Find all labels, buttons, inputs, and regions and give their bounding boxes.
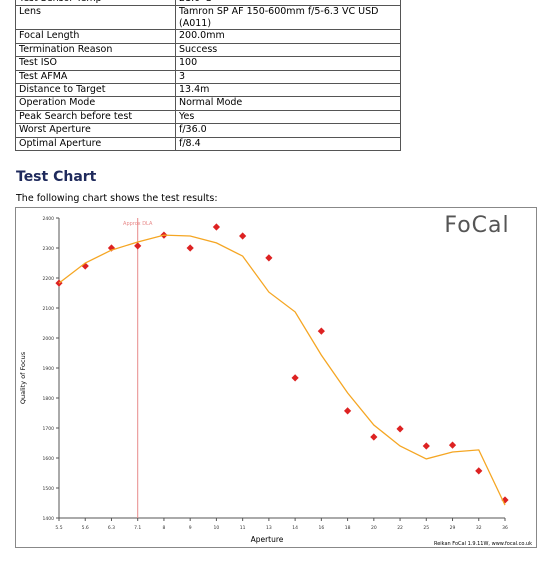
x-tick-label: 5.6: [82, 525, 89, 531]
table-row: Lens Tamron SP AF 150-600mm f/5-6.3 VC US…: [15, 5, 401, 31]
x-tick-label: 8: [163, 525, 166, 531]
data-point: [422, 442, 430, 450]
row-label: Lens: [15, 5, 176, 31]
x-tick-label: 11: [240, 525, 246, 531]
x-tick-label: 10: [214, 525, 220, 531]
table-row: Test Sensor Temp21.0°C: [15, 0, 401, 7]
x-tick-label: 25: [423, 525, 429, 531]
x-tick-label: 9: [189, 525, 192, 531]
table-row: Termination Reason Success: [15, 42, 401, 58]
x-tick-label: 20: [371, 525, 377, 531]
table-row: Test AFMA 3: [15, 69, 401, 84]
row-value: Normal Mode: [175, 96, 401, 111]
y-tick-label: 2100: [43, 306, 55, 312]
table-row: Operation Mode Normal Mode: [15, 96, 401, 111]
row-value: 100: [175, 56, 401, 71]
data-point: [186, 244, 194, 252]
y-axis-label: Quality of Focus: [19, 351, 27, 404]
table-row: Peak Search before test Yes: [15, 109, 401, 125]
x-tick-label: 36: [502, 525, 508, 531]
x-tick-label: 5.5: [55, 525, 62, 531]
x-tick-label: 29: [450, 525, 456, 531]
x-tick-label: 7.1: [134, 525, 141, 531]
table-row: Optimal Aperture f/8.4: [15, 136, 401, 151]
data-point: [343, 407, 352, 415]
row-value: 3: [175, 69, 401, 84]
chart: 1400 1500 1600 1700 1800 1900 2000 2100 2200 2300…: [15, 207, 537, 548]
y-tick-label: 1500: [43, 486, 55, 492]
row-label: Peak Search before test: [15, 109, 176, 125]
x-tick-label: 18: [345, 525, 351, 531]
row-label: Test ISO: [15, 56, 176, 71]
x-tick-label: 16: [318, 525, 324, 531]
x-tick-label: 13: [266, 525, 272, 531]
y-tick-label: 2400: [43, 216, 55, 222]
data-point: [239, 232, 247, 240]
section-title: Test Chart: [16, 169, 97, 185]
footer: Reikan FoCal 1.9.11W, www.focal.co.uk: [434, 541, 532, 547]
data-point: [370, 433, 378, 441]
y-tick-label: 2300: [43, 246, 55, 252]
row-label: Distance to Target: [15, 82, 176, 98]
y-tick-label: 1700: [43, 426, 55, 432]
row-value: 21.0°C: [175, 0, 401, 7]
x-tick-label: 14: [292, 525, 298, 531]
row-value: 200.0mm: [175, 29, 401, 44]
row-label: Worst Aperture: [15, 123, 176, 138]
row-label: Termination Reason: [15, 42, 176, 58]
row-label: Optimal Aperture: [15, 136, 176, 151]
data-point: [212, 223, 221, 231]
row-value: 13.4m: [175, 82, 401, 98]
row-label: Focal Length: [15, 29, 176, 44]
table-row: Distance to Target 13.4m: [15, 82, 401, 98]
chart-frame: [15, 207, 537, 548]
data-point: [317, 327, 325, 335]
row-value: Yes: [175, 109, 401, 125]
row-label: Operation Mode: [15, 96, 176, 111]
dla-label: Approx DLA: [123, 221, 153, 227]
data-point: [134, 242, 142, 250]
x-tick-label: 6.3: [108, 525, 115, 531]
section-intro: The following chart shows the test resul…: [16, 193, 218, 204]
row-label: Test AFMA: [15, 69, 176, 84]
x-axis-label: Aperture: [251, 535, 284, 544]
y-tick-label: 2200: [43, 276, 55, 282]
table-row: Worst Aperture f/36.0: [15, 123, 401, 138]
data-point: [475, 467, 483, 475]
y-tick-label: 1800: [43, 396, 55, 402]
row-value: f/8.4: [175, 136, 401, 151]
logo: FoCal: [444, 213, 509, 238]
fit-line: [58, 234, 506, 506]
table-row: Focal Length 200.0mm: [15, 29, 401, 44]
x-tick-label: 32: [476, 525, 482, 531]
x-tick-label: 22: [397, 525, 403, 531]
row-value: Tamron SP AF 150-600mm f/5-6.3 VC USD (A…: [175, 5, 401, 31]
y-tick-label: 1900: [43, 366, 55, 372]
info-table: Test Sensor Temp21.0°CLensTamron SP AF 1…: [15, 0, 401, 151]
table-row: Test ISO 100: [15, 56, 401, 71]
y-tick-label: 2000: [43, 336, 55, 342]
y-tick-label: 1400: [43, 516, 55, 522]
row-value: Success: [175, 42, 401, 58]
data-point: [291, 374, 299, 382]
row-value: f/36.0: [175, 123, 401, 138]
y-tick-label: 1600: [43, 456, 55, 462]
